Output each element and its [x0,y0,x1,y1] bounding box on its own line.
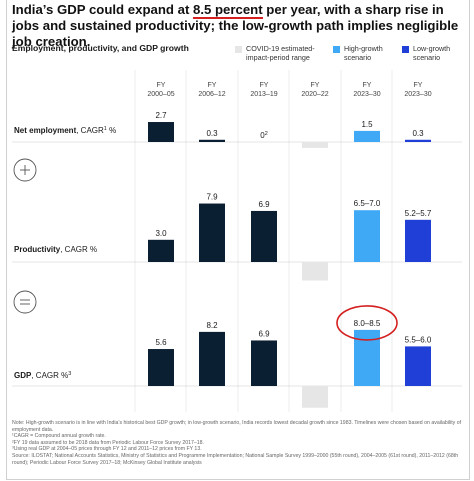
data-label: 5.6 [155,338,167,347]
data-label: 1.5 [361,120,373,129]
panel-label: Productivity, CAGR % [14,245,97,254]
panel-label: Net employment, CAGR1 % [14,126,116,135]
bar [354,210,380,262]
category-label: 2023–30 [353,91,380,98]
category-label: 2023–30 [404,91,431,98]
note-line: ¹CAGR = Compound annual growth rate. [12,433,106,440]
data-label: 7.9 [206,193,218,202]
data-label: 0.3 [412,129,424,138]
bar [199,203,225,262]
bar [251,340,277,386]
bar [251,210,277,262]
chart-title: India’s GDP could expand at 8.5 percent … [12,2,464,50]
note-line: ²FY 19 data assumed to be 2018 data from… [12,439,204,446]
data-label: 6.5–7.0 [354,199,381,208]
data-label: 02 [260,131,268,140]
category-label: 2013–19 [250,91,277,98]
data-label: 5.2–5.7 [405,209,432,218]
category-label: FY [260,82,269,89]
figure-frame [6,0,470,480]
legend-high: High-growth scenario [344,44,383,62]
legend-swatch-high [333,46,340,53]
legend-low: Low-growth scenario [413,44,451,62]
chart-subhead: Employment, productivity, and GDP growth [12,43,189,53]
category-label: FY [311,82,320,89]
note-line: Note: High-growth scenario is in line wi… [12,420,462,433]
data-label: 5.5–6.0 [405,335,432,344]
note-line: Source: ILOSTAT; National Accounts Stati… [12,452,459,466]
bar [354,329,380,386]
data-label: 8.0–8.5 [354,319,381,328]
title-highlight: 8.5 percent [193,2,263,19]
category-label: FY [363,82,372,89]
bar [148,349,174,386]
category-label: 2006–12 [198,91,225,98]
bar [354,130,380,142]
bar [148,122,174,142]
equals-icon [13,290,37,314]
data-label: 6.9 [258,329,270,338]
bar [148,239,174,262]
data-label: 0.3 [206,129,218,138]
bar [199,331,225,386]
covid-range-bar [302,142,328,148]
data-label: 2.7 [155,111,167,120]
data-label: 8.2 [206,321,218,330]
legend-covid: COVID-19 estimated-impact-period range [246,44,315,62]
panel-label: GDP, CAGR %3 [14,371,71,380]
data-label: 3.0 [155,229,167,238]
category-label: FY [414,82,423,89]
bar [405,219,431,262]
category-label: 2000–05 [147,91,174,98]
title-part: India’s GDP could expand at [12,2,193,17]
plus-icon [13,158,37,182]
category-label: 2020–22 [301,91,328,98]
covid-range-bar [302,386,328,408]
data-label: 6.9 [258,200,270,209]
category-label: FY [208,82,217,89]
bar [405,346,431,386]
covid-range-bar [302,262,328,281]
title-part: per year, with a sharp rise in jobs and … [12,2,459,49]
category-label: FY [157,82,166,89]
legend-swatch-low [402,46,409,53]
bar [199,139,225,142]
note-line: ³Using real GDP at 2004–05 prices throug… [12,446,202,453]
highlight-circle [336,305,398,341]
notes-block: Note: High-growth scenario is in line wi… [12,420,464,466]
bar [405,139,431,142]
legend-swatch-covid [235,46,242,53]
